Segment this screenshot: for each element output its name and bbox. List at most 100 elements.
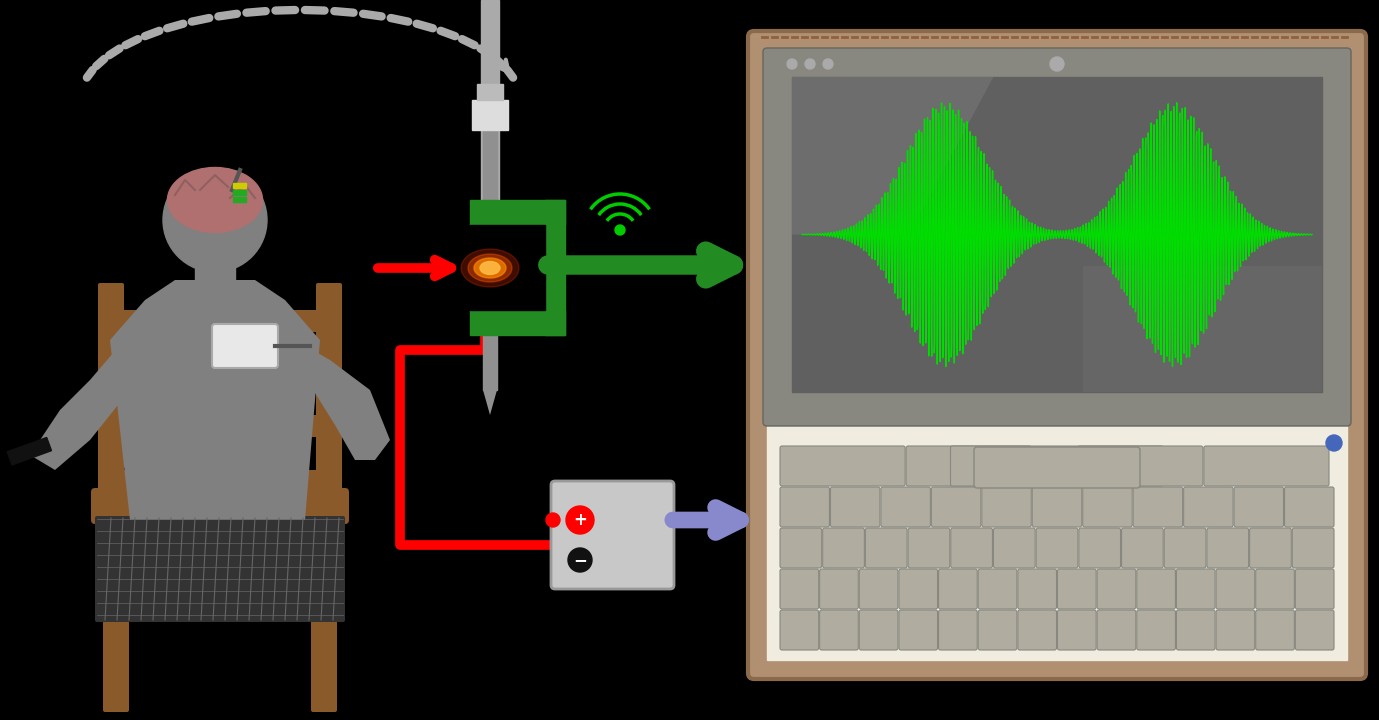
FancyBboxPatch shape [212,324,279,368]
FancyBboxPatch shape [859,610,898,650]
FancyBboxPatch shape [1078,528,1121,568]
FancyBboxPatch shape [950,446,1164,486]
FancyBboxPatch shape [1183,487,1233,527]
Bar [792,77,1322,392]
Ellipse shape [461,249,519,287]
FancyBboxPatch shape [1249,528,1291,568]
FancyBboxPatch shape [899,569,938,609]
Bar [233,197,245,202]
FancyBboxPatch shape [1285,487,1333,527]
FancyBboxPatch shape [1292,528,1333,568]
Bar [233,183,245,188]
FancyBboxPatch shape [978,610,1016,650]
Circle shape [787,59,797,69]
FancyBboxPatch shape [1058,610,1096,650]
Circle shape [565,506,594,534]
Polygon shape [1084,266,1322,392]
FancyBboxPatch shape [98,310,342,332]
FancyBboxPatch shape [931,487,980,527]
FancyBboxPatch shape [95,516,345,622]
FancyBboxPatch shape [950,528,993,568]
FancyBboxPatch shape [103,513,130,712]
Circle shape [163,168,268,272]
FancyBboxPatch shape [781,610,819,650]
Circle shape [823,59,833,69]
Bar [470,310,565,335]
Circle shape [1049,57,1065,71]
FancyBboxPatch shape [1256,610,1295,650]
Bar [233,190,245,195]
FancyBboxPatch shape [1216,569,1255,609]
FancyBboxPatch shape [1295,569,1333,609]
FancyBboxPatch shape [763,48,1351,426]
Text: −: − [574,551,587,569]
FancyBboxPatch shape [1136,569,1175,609]
Bar [7,438,51,465]
Polygon shape [30,345,130,470]
Ellipse shape [480,261,501,274]
FancyBboxPatch shape [98,283,124,522]
FancyBboxPatch shape [1098,610,1136,650]
Bar [481,0,499,220]
FancyBboxPatch shape [1164,528,1205,568]
FancyBboxPatch shape [781,569,819,609]
Polygon shape [280,340,390,460]
Bar [483,130,496,390]
FancyBboxPatch shape [881,487,931,527]
FancyBboxPatch shape [978,569,1016,609]
FancyBboxPatch shape [1083,487,1132,527]
FancyBboxPatch shape [1256,569,1295,609]
Ellipse shape [167,168,262,233]
Circle shape [568,548,592,572]
FancyBboxPatch shape [98,360,342,382]
FancyBboxPatch shape [974,447,1140,488]
Circle shape [615,225,625,235]
FancyBboxPatch shape [830,487,880,527]
Bar [470,200,565,225]
FancyBboxPatch shape [312,513,336,712]
FancyBboxPatch shape [982,487,1031,527]
Circle shape [1327,435,1342,451]
FancyBboxPatch shape [1018,610,1056,650]
FancyBboxPatch shape [1176,569,1215,609]
FancyBboxPatch shape [781,487,829,527]
FancyBboxPatch shape [939,610,978,650]
FancyBboxPatch shape [1078,446,1202,486]
FancyBboxPatch shape [1204,446,1329,486]
FancyBboxPatch shape [939,569,978,609]
Circle shape [546,513,560,527]
FancyBboxPatch shape [1234,487,1284,527]
FancyBboxPatch shape [1033,487,1081,527]
FancyBboxPatch shape [906,446,1031,486]
FancyBboxPatch shape [1134,487,1183,527]
Ellipse shape [467,254,512,282]
Text: +: + [574,511,587,529]
Ellipse shape [474,258,506,278]
Bar [767,425,1347,660]
FancyBboxPatch shape [98,470,342,492]
FancyBboxPatch shape [866,528,907,568]
FancyBboxPatch shape [1018,569,1056,609]
FancyBboxPatch shape [1136,610,1175,650]
FancyBboxPatch shape [91,488,349,524]
Bar [194,240,234,285]
FancyBboxPatch shape [747,31,1367,679]
Bar [470,225,545,310]
Polygon shape [792,77,993,235]
FancyBboxPatch shape [909,528,950,568]
FancyBboxPatch shape [819,610,858,650]
FancyBboxPatch shape [781,446,905,486]
FancyBboxPatch shape [819,569,858,609]
FancyBboxPatch shape [781,528,822,568]
FancyBboxPatch shape [899,610,938,650]
FancyBboxPatch shape [1058,569,1096,609]
FancyBboxPatch shape [98,415,342,437]
FancyBboxPatch shape [859,569,898,609]
FancyBboxPatch shape [1295,610,1333,650]
FancyBboxPatch shape [1121,528,1164,568]
FancyBboxPatch shape [1207,528,1248,568]
FancyBboxPatch shape [1036,528,1078,568]
FancyBboxPatch shape [552,481,674,589]
Polygon shape [110,280,320,520]
FancyBboxPatch shape [993,528,1036,568]
